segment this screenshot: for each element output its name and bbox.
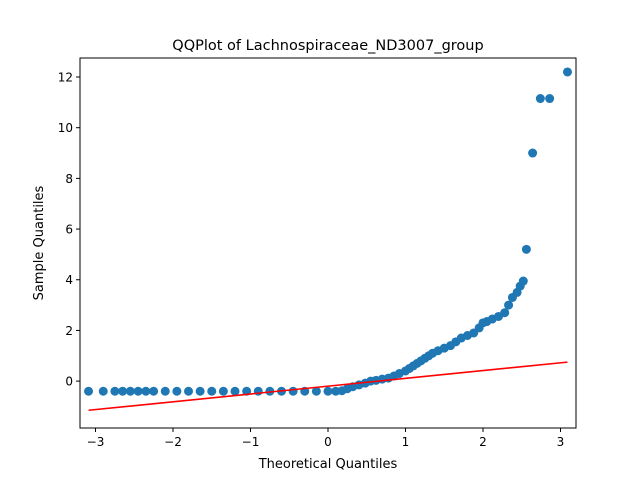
- chart-title: QQPlot of Lachnospiraceae_ND3007_group: [172, 38, 483, 54]
- data-point: [141, 386, 151, 396]
- x-axis: −3 −2 −1 0 1 2 3: [87, 428, 565, 449]
- y-tick-label: 6: [65, 223, 73, 237]
- x-tick-label: 0: [324, 435, 332, 449]
- y-axis-label: Sample Quantiles: [32, 185, 47, 300]
- data-point: [528, 148, 538, 158]
- data-point: [288, 386, 298, 396]
- x-tick-label: 2: [479, 435, 487, 449]
- data-point: [323, 386, 333, 396]
- data-point: [500, 308, 510, 318]
- data-point: [562, 67, 572, 77]
- x-tick-label: −2: [164, 435, 182, 449]
- data-point: [149, 386, 159, 396]
- data-point: [84, 386, 94, 396]
- data-point: [98, 386, 108, 396]
- x-tick-label: −1: [242, 435, 260, 449]
- data-point: [160, 386, 170, 396]
- data-point: [195, 386, 205, 396]
- data-point: [230, 386, 240, 396]
- x-axis-label: Theoretical Quantiles: [258, 457, 398, 472]
- data-point: [521, 244, 531, 254]
- y-tick-label: 8: [65, 172, 73, 186]
- y-tick-label: 0: [65, 375, 73, 389]
- data-point: [172, 386, 182, 396]
- data-point: [207, 386, 217, 396]
- data-point: [133, 386, 143, 396]
- data-point: [110, 386, 120, 396]
- plot-area: [84, 67, 572, 412]
- data-point: [218, 386, 228, 396]
- data-point: [184, 386, 193, 396]
- data-point: [311, 386, 321, 396]
- x-tick-label: 3: [557, 435, 565, 449]
- data-point: [545, 94, 555, 104]
- y-tick-label: 12: [58, 71, 73, 85]
- reference-line: [88, 361, 568, 412]
- x-tick-label: −3: [87, 435, 105, 449]
- y-tick-label: 10: [58, 121, 73, 135]
- data-point: [504, 300, 514, 310]
- data-point: [518, 276, 528, 286]
- x-tick-label: 1: [402, 435, 410, 449]
- y-tick-label: 4: [65, 273, 73, 287]
- data-point: [535, 94, 545, 104]
- data-point: [118, 386, 128, 396]
- y-axis: 0 2 4 6 8 10 12: [58, 71, 80, 389]
- y-tick-label: 2: [65, 324, 73, 338]
- data-point: [253, 386, 263, 396]
- data-point: [125, 386, 135, 396]
